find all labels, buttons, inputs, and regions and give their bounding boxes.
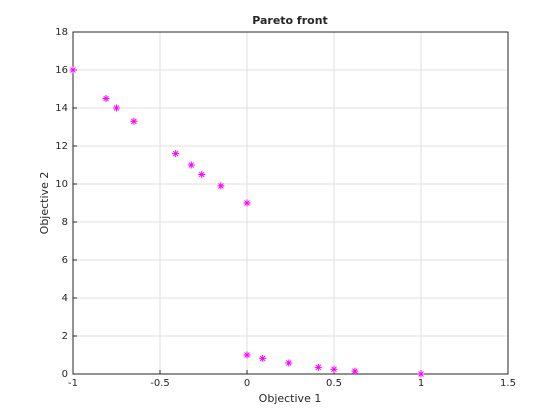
x-tick-label: 0	[244, 378, 250, 389]
y-tick-label: 8	[62, 217, 68, 228]
y-tick-label: 14	[55, 103, 68, 114]
point	[69, 66, 77, 74]
point	[172, 150, 180, 158]
point	[243, 199, 251, 207]
plot-frame	[72, 31, 509, 375]
point	[259, 354, 267, 362]
y-tick-label: 4	[62, 293, 68, 304]
point	[351, 367, 359, 375]
point	[285, 359, 293, 367]
y-tick-label: 6	[62, 255, 68, 266]
y-tick-label: 18	[55, 27, 68, 38]
point	[314, 363, 322, 371]
y-tick-label: 12	[55, 141, 68, 152]
x-tick-label: 1.5	[500, 378, 516, 389]
point	[187, 161, 195, 169]
point	[243, 351, 251, 359]
y-tick-label: 0	[62, 369, 68, 380]
x-tick-label: 0.5	[326, 378, 342, 389]
x-tick-label: -0.5	[150, 378, 170, 389]
point	[217, 182, 225, 190]
point	[130, 117, 138, 125]
x-tick-label: 1	[418, 378, 424, 389]
point	[198, 171, 206, 178]
y-tick-label: 16	[55, 65, 68, 76]
x-axis-label: Objective 1	[259, 392, 322, 405]
point	[113, 104, 120, 112]
y-tick-label: 2	[62, 331, 68, 342]
y-tick-label: 10	[55, 179, 68, 190]
point	[330, 365, 338, 373]
chart-title: Pareto front	[252, 14, 328, 27]
point	[102, 95, 110, 102]
point	[417, 370, 425, 378]
y-axis-label: Objective 2	[38, 172, 51, 235]
x-tick-label: -1	[68, 378, 78, 389]
